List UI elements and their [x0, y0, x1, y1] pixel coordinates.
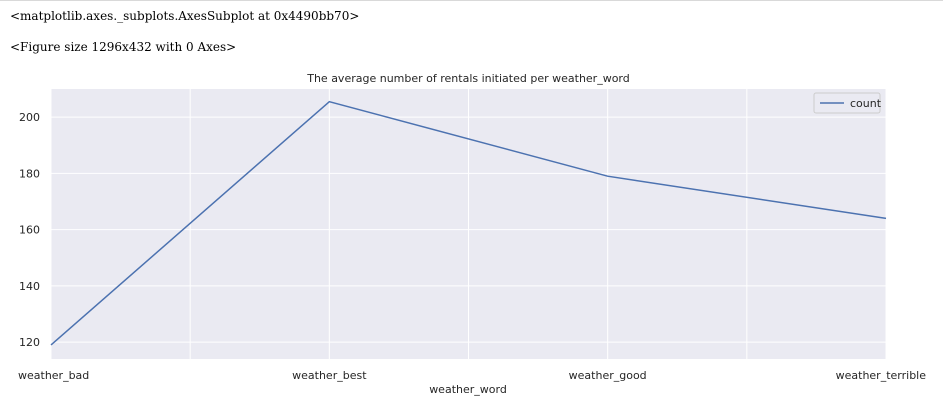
y-tick-label: 120	[19, 336, 40, 349]
y-tick-labels: 120 140 160 180 200	[19, 111, 40, 349]
legend-box	[813, 92, 881, 114]
y-tick-label: 200	[19, 111, 40, 124]
y-tick-label: 160	[19, 224, 40, 237]
x-tick-labels: weather_bad weather_best weather_good weath…	[18, 369, 926, 382]
x-tick-label: weather_good	[569, 369, 647, 382]
y-tick-label: 180	[19, 167, 40, 180]
x-axis-label: weather_word	[429, 383, 507, 396]
x-tick-label: weather_terrible	[836, 369, 927, 382]
legend: count	[813, 92, 882, 114]
output-repr-text: <matplotlib.axes._subplots.AxesSubplot a…	[10, 9, 360, 23]
grid-lines	[50, 89, 887, 359]
chart-title: The average number of rentals initiated …	[306, 72, 630, 85]
cell-top-border	[0, 0, 943, 1]
series-layer	[50, 100, 887, 346]
figure-repr-text: <Figure size 1296x432 with 0 Axes>	[10, 40, 237, 54]
x-tick-label: weather_bad	[18, 369, 89, 382]
legend-label: count	[850, 97, 882, 110]
x-tick-label: weather_best	[292, 369, 367, 382]
series-line-count	[50, 100, 887, 346]
y-tick-label: 140	[19, 280, 40, 293]
